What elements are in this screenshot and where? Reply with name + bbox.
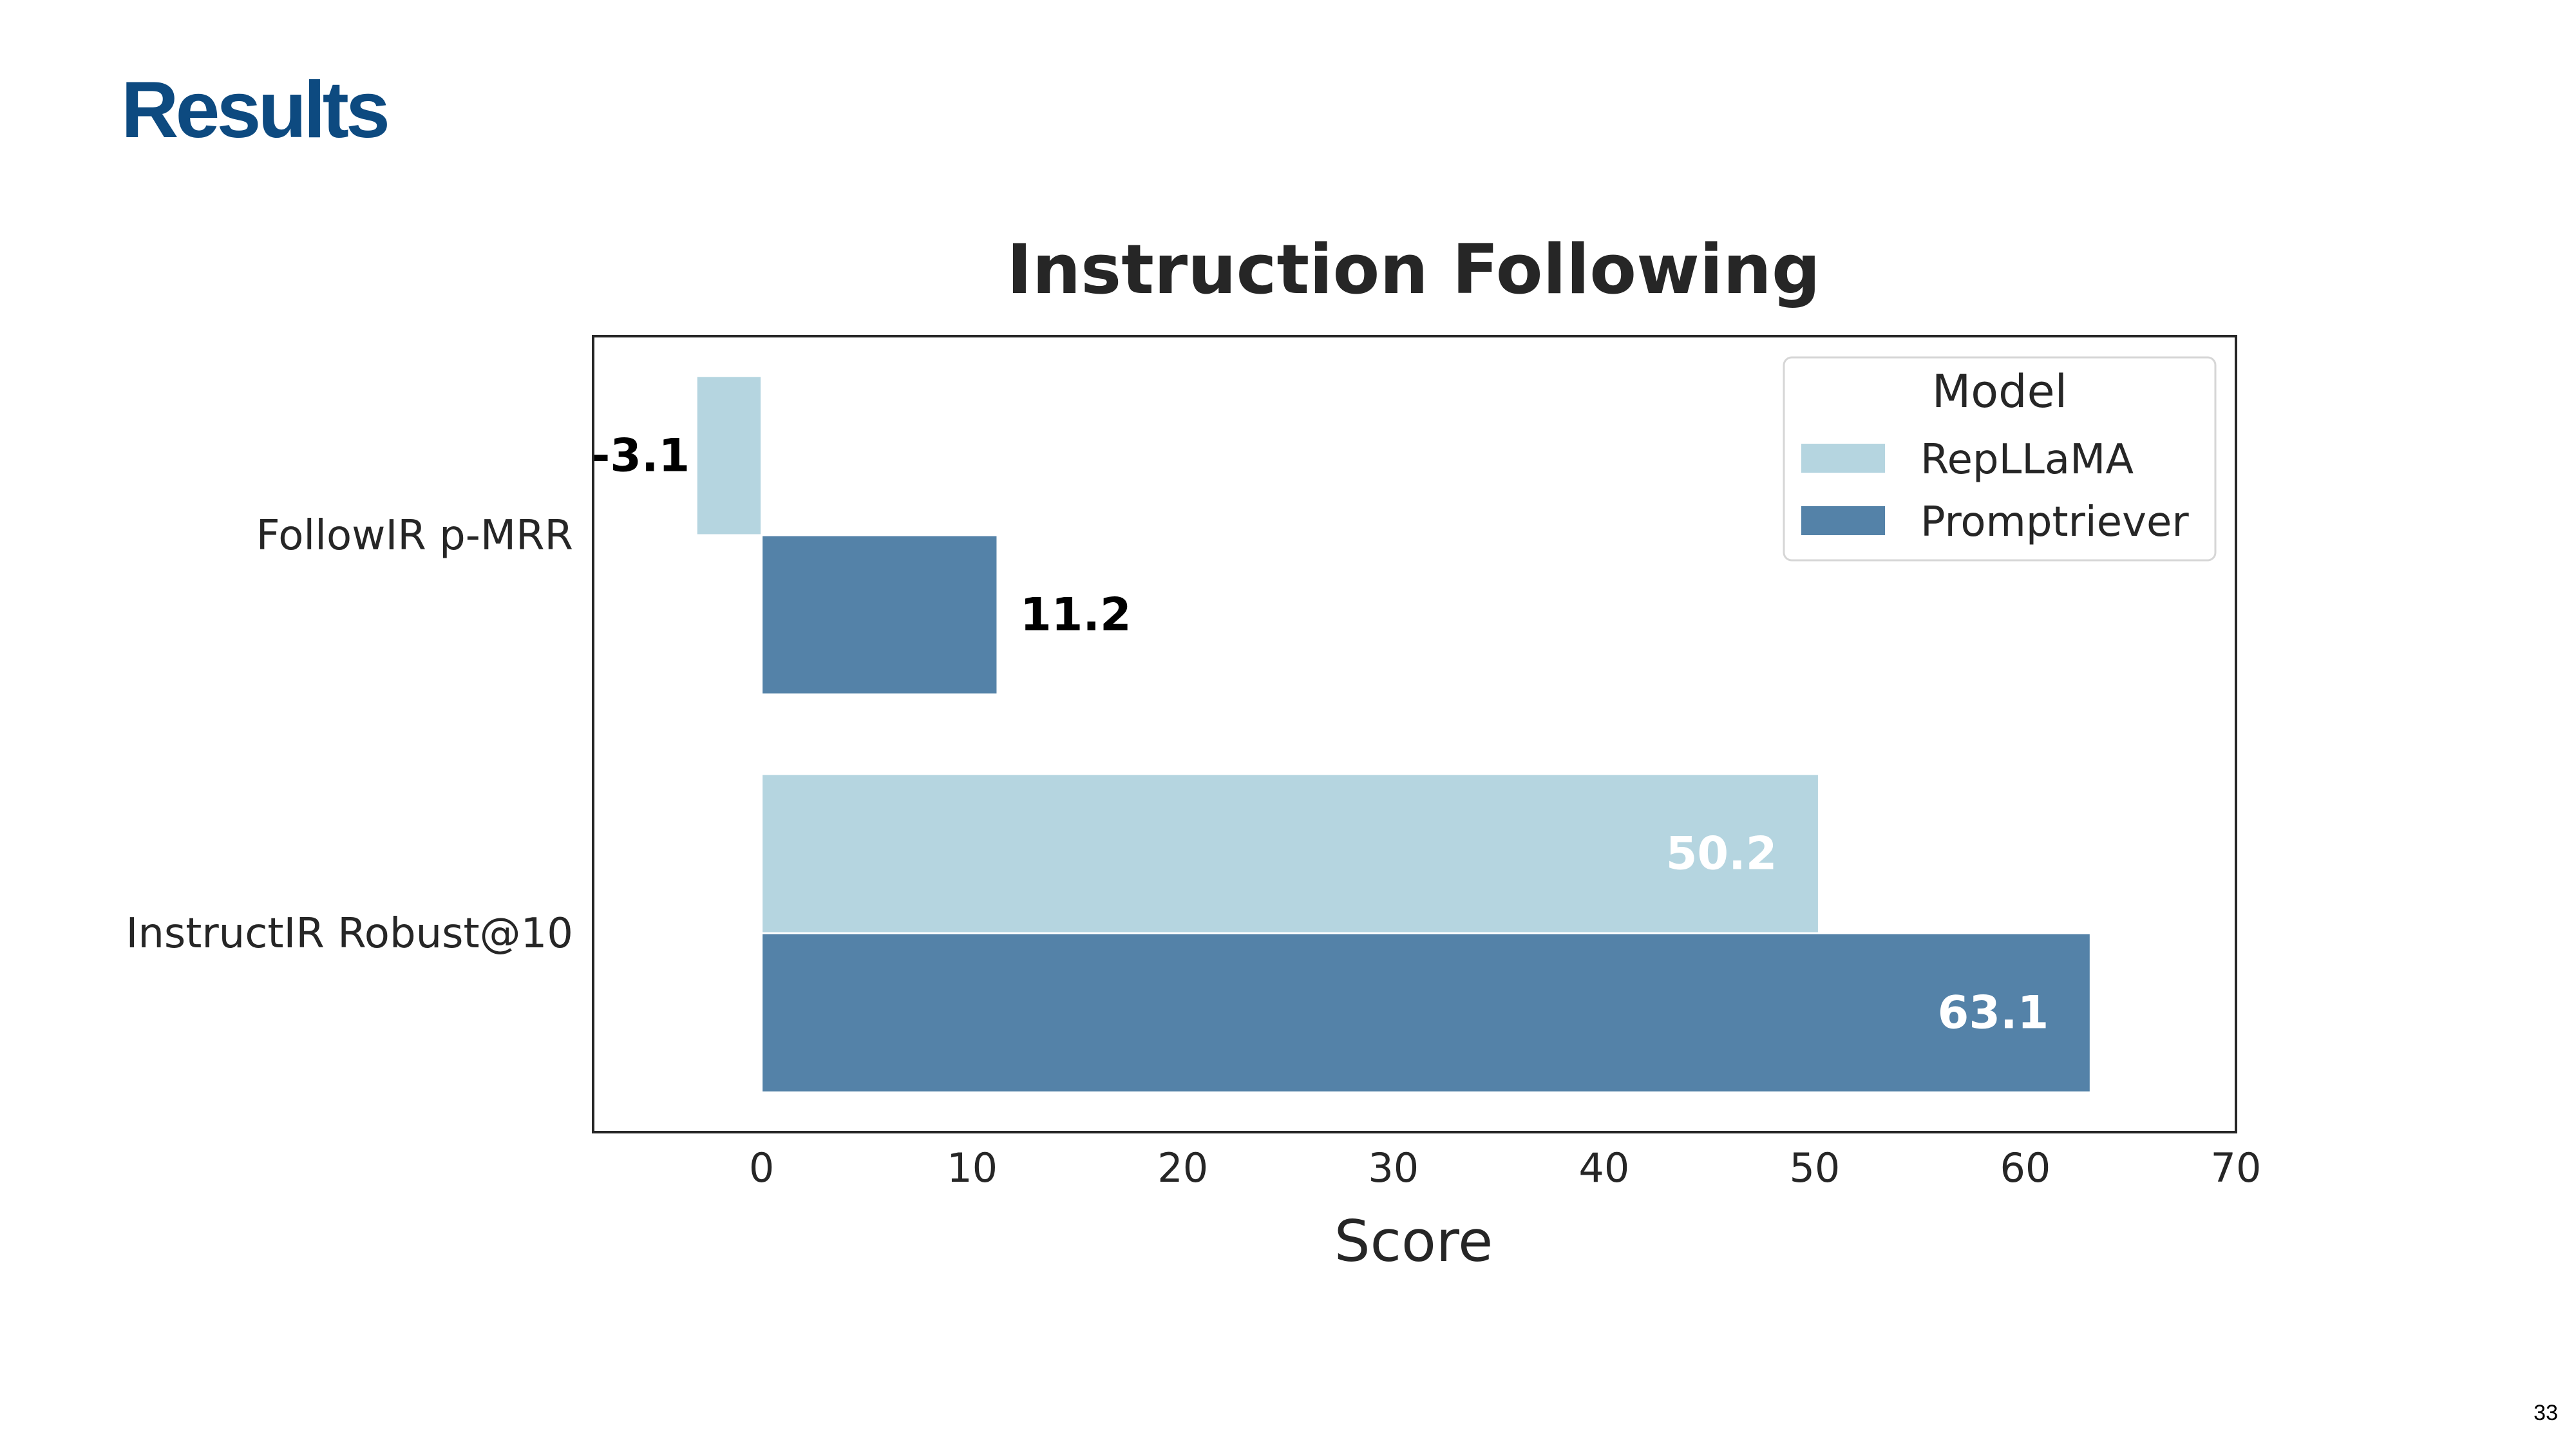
data-label-repllama-instructir-robust-10: 50.2 xyxy=(1666,827,1777,880)
x-tick-label: 50 xyxy=(1789,1144,1840,1191)
x-tick-label: 60 xyxy=(2000,1144,2050,1191)
x-tick-label: 30 xyxy=(1368,1144,1419,1191)
legend-label-repllama: RepLLaMA xyxy=(1920,436,2134,484)
plot-frame xyxy=(592,335,2237,1133)
x-tick-label: 20 xyxy=(1157,1144,1208,1191)
x-tick-label: 40 xyxy=(1578,1144,1629,1191)
y-category-label: InstructIR Robust@10 xyxy=(126,910,573,958)
bar-repllama-followir-p-mrr xyxy=(695,375,763,536)
x-ticks-group: 0 10 20 30 40 50 60 70 xyxy=(749,1144,2262,1191)
legend-swatch-repllama xyxy=(1801,444,1885,473)
legend: Model RepLLaMA Promptriever xyxy=(1783,356,2217,562)
data-label-repllama-followir-p-mrr: -3.1 xyxy=(591,429,690,482)
legend-title: Model xyxy=(1932,365,2067,418)
x-tick-label: 0 xyxy=(749,1144,774,1191)
bars-group xyxy=(695,375,2092,1094)
bar-promptriever-instructir-robust-10 xyxy=(761,932,2092,1094)
chart-title: Instruction Following xyxy=(1007,230,1820,309)
data-label-promptriever-followir-p-mrr: 11.2 xyxy=(1020,589,1132,641)
x-tick-label: 10 xyxy=(947,1144,998,1191)
legend-items: RepLLaMA Promptriever xyxy=(1801,436,2189,546)
legend-box xyxy=(1783,356,2217,562)
x-tick-label: 70 xyxy=(2211,1144,2262,1191)
data-labels-group: -3.1 50.2 11.2 63.1 xyxy=(591,429,2049,1039)
bar-promptriever-followir-p-mrr xyxy=(761,534,999,696)
legend-swatch-promptriever xyxy=(1801,506,1885,535)
page-number: 33 xyxy=(2533,1401,2558,1425)
data-label-promptriever-instructir-robust-10: 63.1 xyxy=(1938,987,2049,1039)
bar-repllama-instructir-robust-10 xyxy=(761,773,1820,934)
x-axis-label: Score xyxy=(1334,1208,1493,1274)
legend-label-promptriever: Promptriever xyxy=(1920,498,2189,546)
y-category-label: FollowIR p-MRR xyxy=(256,512,573,560)
y-categories-group: FollowIR p-MRR InstructIR Robust@10 xyxy=(126,512,573,958)
slide-title: Results xyxy=(121,66,390,155)
